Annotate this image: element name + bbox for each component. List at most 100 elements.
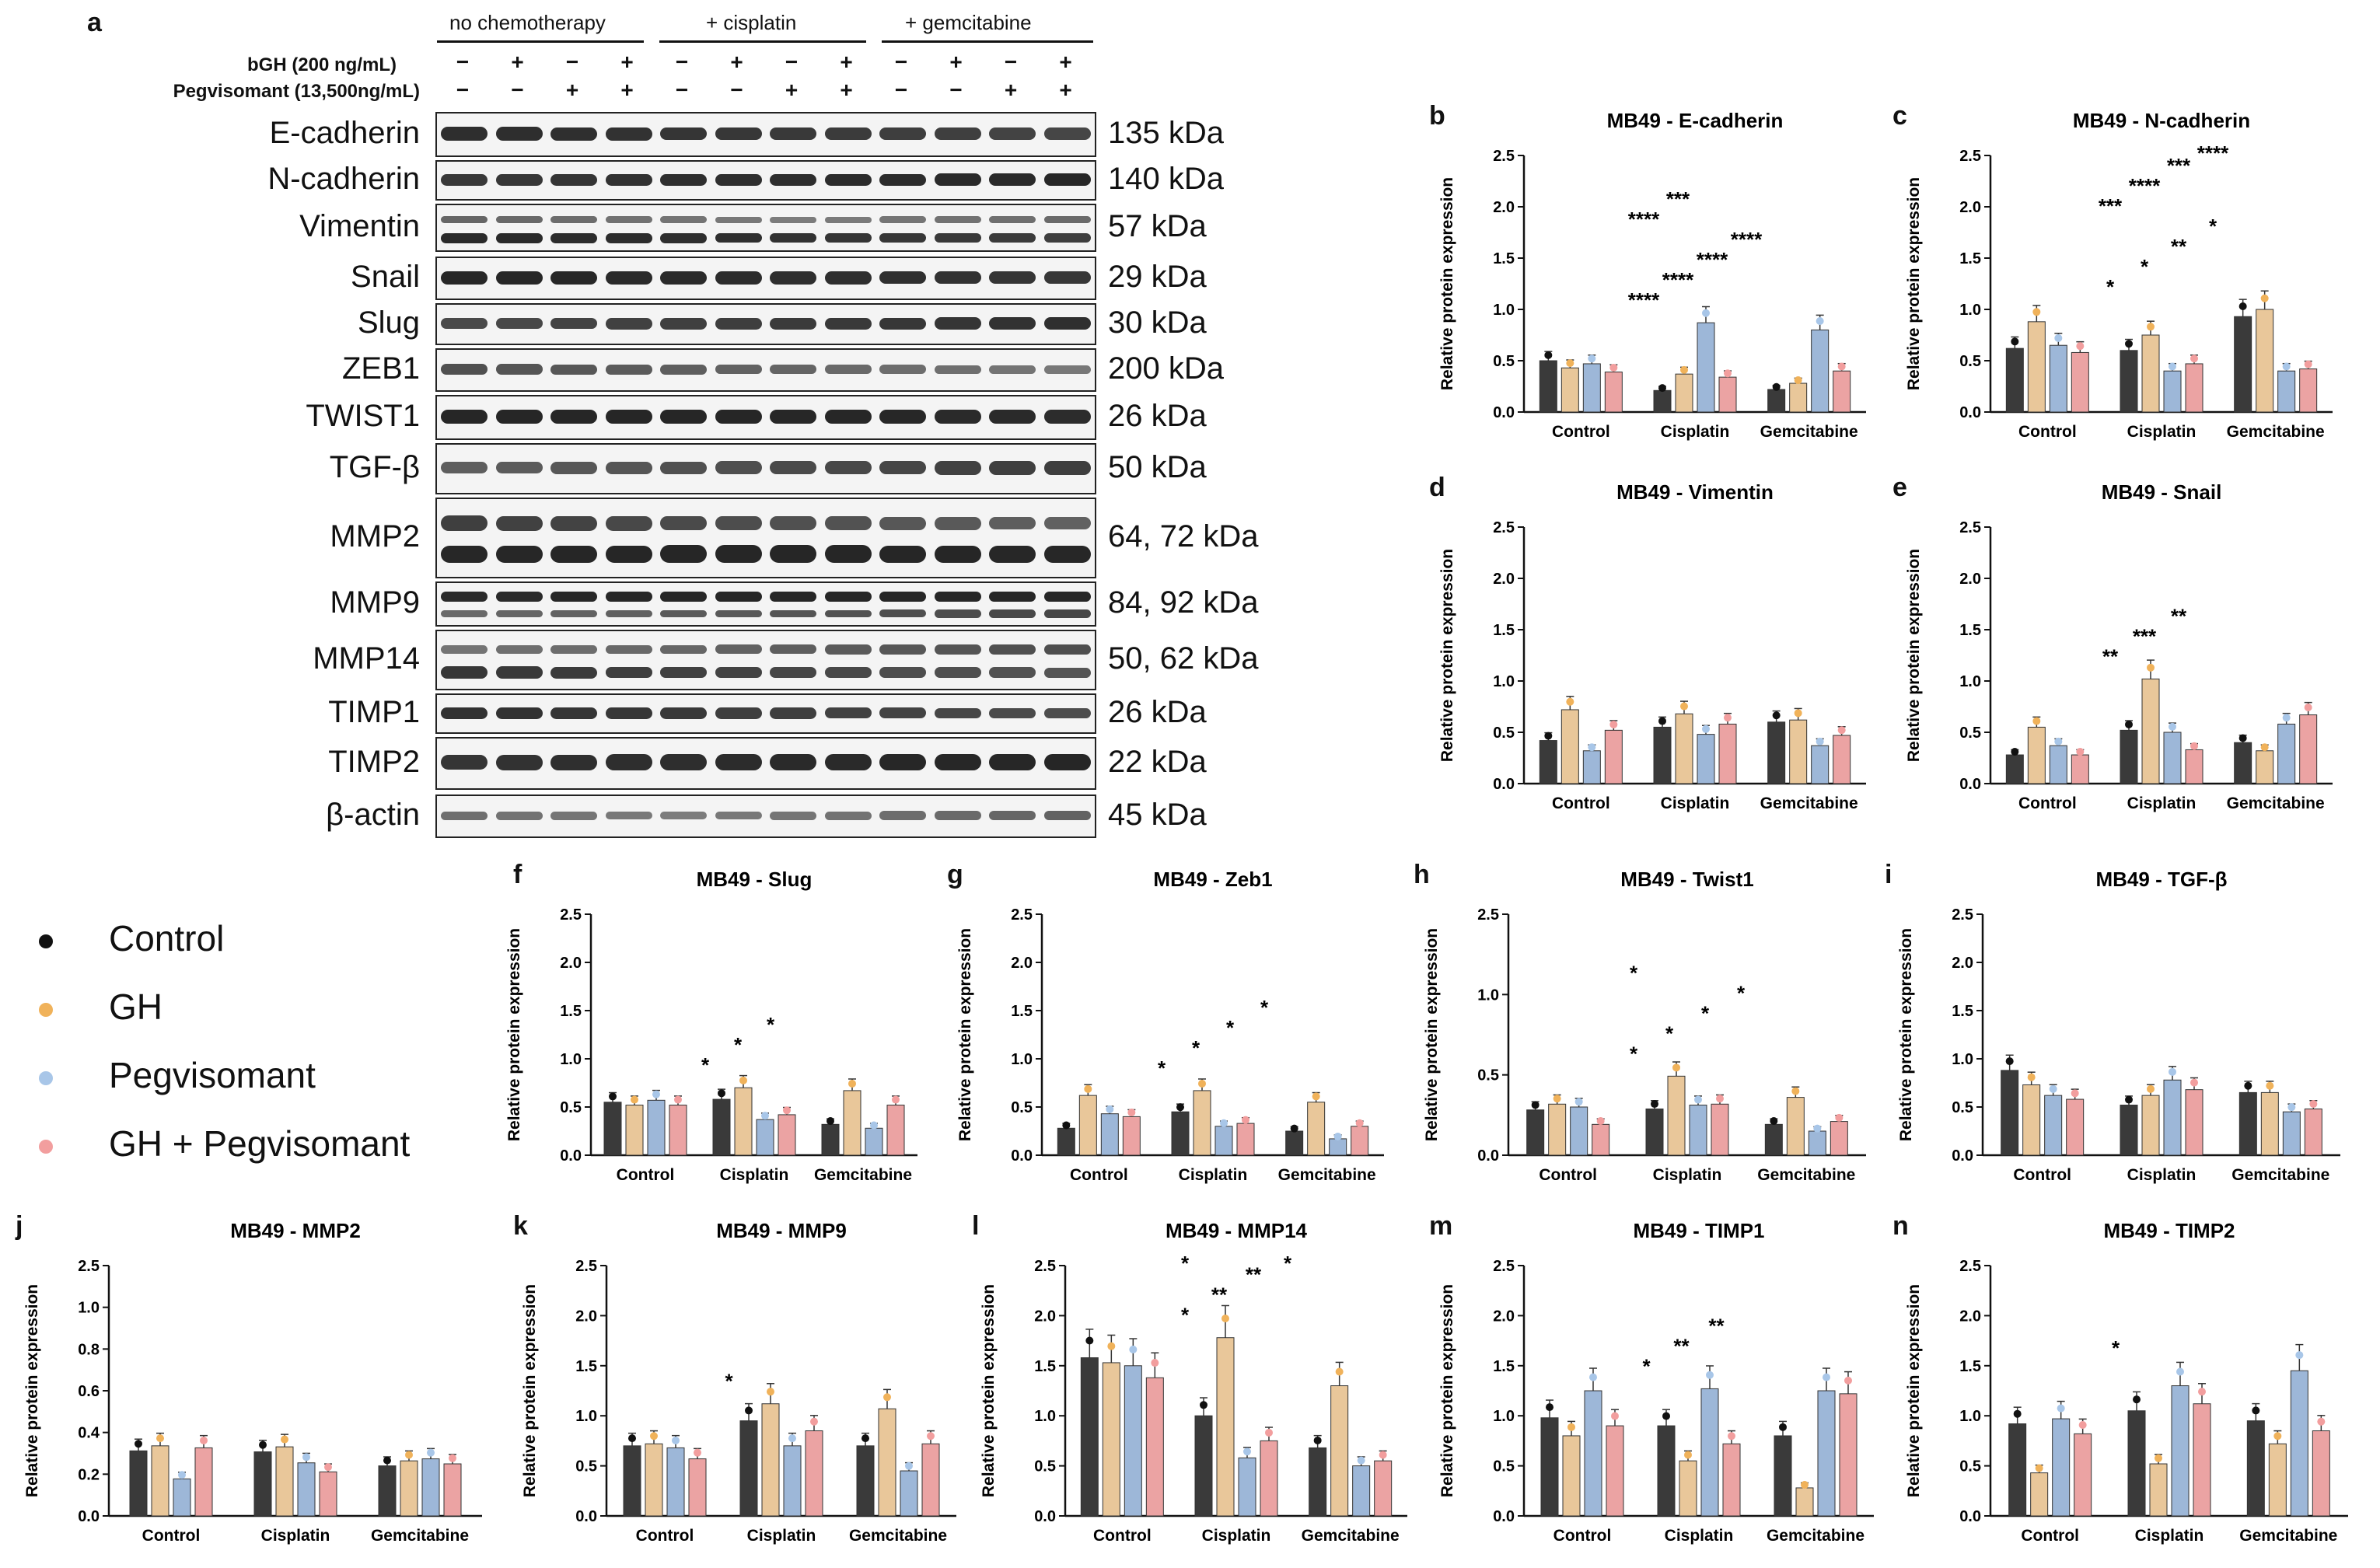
blot-band — [770, 365, 816, 375]
blot-band — [715, 127, 762, 141]
x-tick-label: Gemcitabine — [849, 1527, 947, 1545]
blot-band — [441, 462, 488, 474]
data-point — [2304, 704, 2312, 712]
protein-label: Slug — [357, 306, 420, 340]
blot-band — [989, 233, 1036, 243]
bar — [2127, 1410, 2146, 1517]
data-point — [827, 1117, 834, 1126]
y-tick-label: 0.5 — [1493, 1458, 1515, 1475]
significance-label: * — [1181, 1252, 1190, 1275]
bar — [194, 1447, 213, 1517]
y-axis-label: Relative protein expression — [505, 928, 523, 1141]
data-point — [739, 1076, 747, 1084]
protein-label: MMP2 — [330, 519, 420, 554]
bar-chart-e: MB49 - Snail Relative protein expression 0… — [1905, 480, 2333, 812]
data-point — [1085, 1336, 1094, 1345]
molecular-weight-label: 135 kDa — [1108, 116, 1224, 150]
significance-label: * — [1642, 1354, 1651, 1378]
data-point — [628, 1434, 636, 1443]
significance-label: * — [1665, 1021, 1674, 1045]
data-point — [1084, 1084, 1092, 1093]
blot-band — [824, 410, 872, 424]
blot-band — [715, 609, 762, 618]
y-tick-label: 1.0 — [1952, 1051, 1973, 1068]
data-point — [1716, 1095, 1724, 1103]
x-tick-label: Control — [2013, 1166, 2071, 1184]
data-point — [2169, 722, 2176, 731]
data-point — [1566, 359, 1574, 368]
blot-band — [495, 173, 543, 186]
data-point — [1724, 714, 1732, 722]
y-tick-label: 2.0 — [1959, 199, 1981, 216]
bar — [1526, 1109, 1545, 1156]
bar — [2049, 745, 2067, 784]
blot-band — [495, 610, 543, 617]
blot-band — [989, 317, 1036, 330]
y-tick-label: 0.5 — [560, 1099, 582, 1116]
blot-band — [441, 271, 488, 285]
blot-band — [934, 545, 981, 563]
protein-label: Snail — [351, 260, 420, 294]
x-tick-label: Gemcitabine — [1302, 1527, 1400, 1545]
bar — [1697, 734, 1715, 784]
blot-band — [441, 174, 488, 186]
blot-band — [879, 127, 926, 141]
bar — [1653, 726, 1672, 784]
y-tick-label: 0.6 — [78, 1383, 100, 1400]
bar-chart-l: MB49 - MMP14 Relative protein expression 0… — [980, 1219, 1407, 1545]
bar — [1657, 1425, 1676, 1517]
data-point — [1106, 1105, 1114, 1113]
treatment-sign: + — [1059, 50, 1072, 74]
bar — [2074, 1433, 2092, 1517]
data-point — [2049, 1084, 2057, 1093]
panel-letter-f: f — [513, 860, 522, 889]
data-point — [2198, 1388, 2206, 1396]
bar — [1795, 1487, 1814, 1517]
bar — [129, 1450, 148, 1517]
blot-band — [605, 609, 652, 617]
x-tick-label: Gemcitabine — [2227, 423, 2325, 441]
blot-row--actin — [435, 794, 1096, 838]
bar — [319, 1471, 337, 1517]
bar — [275, 1446, 294, 1517]
data-point — [2309, 1100, 2318, 1109]
blot-band — [605, 811, 652, 820]
y-tick-label: 2.0 — [1959, 571, 1981, 588]
y-tick-label: 2.5 — [1952, 906, 1973, 924]
y-tick-label: 1.0 — [1477, 987, 1499, 1004]
y-tick-label: 0.2 — [78, 1466, 100, 1483]
blot-band — [989, 609, 1036, 618]
legend-label: Control — [109, 918, 225, 959]
blot-band — [770, 516, 816, 531]
blot-band — [879, 667, 926, 678]
data-point — [2032, 308, 2041, 316]
y-tick-label: 2.5 — [560, 906, 582, 924]
blot-row-n-cadherin — [435, 160, 1096, 201]
blot-band — [660, 317, 707, 330]
blot-band — [879, 754, 926, 771]
bar — [647, 1099, 666, 1156]
y-axis-label: Relative protein expression — [1905, 1284, 1923, 1497]
blot-band — [879, 317, 926, 330]
blot-band — [495, 707, 543, 719]
y-tick-label: 0.0 — [1477, 1147, 1499, 1165]
data-point — [1151, 1359, 1159, 1367]
data-point — [2304, 360, 2312, 368]
data-point — [2147, 663, 2155, 672]
blot-band — [770, 609, 816, 618]
bar — [1679, 1460, 1697, 1517]
x-tick-label: Control — [636, 1527, 694, 1545]
y-tick-label: 2.5 — [1493, 1258, 1515, 1275]
blot-row-mmp9 — [435, 581, 1096, 627]
blot-band — [550, 318, 597, 330]
bar — [1604, 729, 1623, 784]
blot-band — [1043, 811, 1091, 821]
y-tick-label: 1.5 — [1011, 1003, 1033, 1020]
blot-band — [934, 410, 981, 424]
data-point — [652, 1090, 660, 1098]
data-point — [1611, 1412, 1619, 1420]
bar — [1194, 1415, 1213, 1517]
bar — [2277, 370, 2296, 413]
data-point — [905, 1461, 913, 1470]
x-tick-label: Control — [1070, 1166, 1128, 1184]
